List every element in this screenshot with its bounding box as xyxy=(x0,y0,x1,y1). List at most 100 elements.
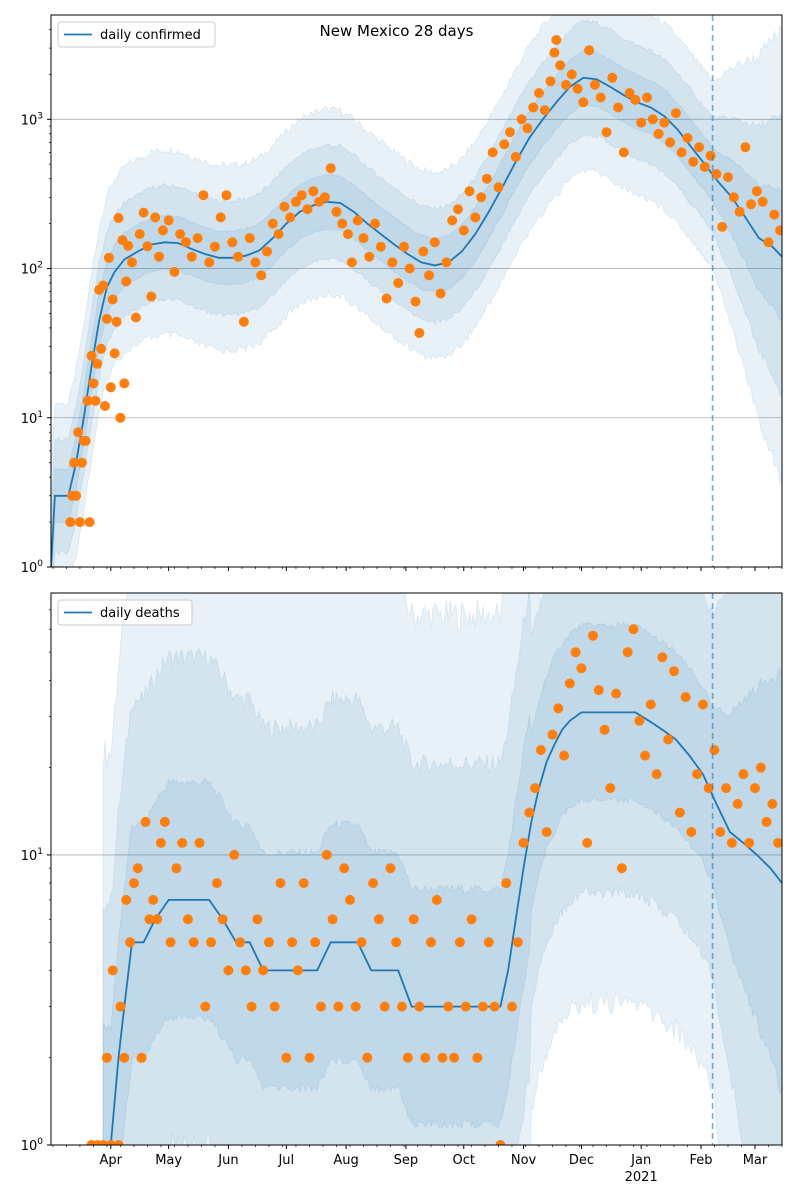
data-point xyxy=(103,252,114,263)
data-point xyxy=(101,313,112,324)
data-point xyxy=(476,192,487,203)
data-point xyxy=(680,692,691,703)
data-point xyxy=(119,1052,130,1063)
data-point xyxy=(726,837,737,848)
data-point xyxy=(636,117,647,128)
data-point xyxy=(140,816,151,827)
data-point xyxy=(204,257,215,268)
data-point xyxy=(489,1001,500,1012)
data-point xyxy=(373,914,384,925)
data-point xyxy=(69,457,80,468)
data-point xyxy=(252,914,263,925)
data-point xyxy=(634,715,645,726)
data-point xyxy=(447,215,458,226)
data-point xyxy=(100,401,110,411)
data-point xyxy=(588,630,598,641)
data-point xyxy=(414,1001,425,1012)
data-point xyxy=(669,666,679,677)
y-tick-label: 101 xyxy=(21,847,43,864)
data-point xyxy=(331,206,342,217)
data-point xyxy=(734,206,745,217)
data-point xyxy=(470,212,481,223)
data-point xyxy=(84,517,95,528)
data-point xyxy=(364,251,375,262)
plot-area xyxy=(51,15,782,567)
uncertainty-band xyxy=(51,18,782,567)
data-point xyxy=(728,192,739,203)
axes-frame xyxy=(50,14,783,568)
data-point xyxy=(676,147,687,158)
data-point xyxy=(310,937,321,948)
data-point xyxy=(564,678,575,689)
data-point xyxy=(98,280,109,291)
uncertainty-band xyxy=(51,15,782,567)
data-point xyxy=(454,937,465,948)
data-point xyxy=(368,878,379,889)
data-point xyxy=(553,703,564,714)
data-point xyxy=(275,878,286,889)
data-point xyxy=(76,457,87,468)
y-tick-base: 10 xyxy=(21,849,38,864)
data-point xyxy=(107,965,118,976)
data-point xyxy=(132,863,143,874)
data-point xyxy=(424,270,434,281)
data-point xyxy=(561,79,571,90)
data-point xyxy=(761,816,772,827)
data-point xyxy=(545,76,556,87)
data-point xyxy=(593,685,604,696)
y-tick-exponent: 1 xyxy=(37,410,43,420)
data-point xyxy=(599,724,610,735)
data-point xyxy=(138,207,149,218)
data-point xyxy=(229,849,240,860)
data-point xyxy=(426,937,436,948)
data-point xyxy=(576,663,587,674)
data-point xyxy=(263,937,274,948)
data-point xyxy=(381,293,392,304)
data-point xyxy=(308,186,319,197)
data-point xyxy=(773,837,782,848)
data-point xyxy=(682,133,693,143)
data-point xyxy=(453,204,463,215)
data-point xyxy=(163,215,174,226)
data-point xyxy=(420,1052,431,1063)
data-point xyxy=(370,218,380,229)
data-point xyxy=(674,807,685,818)
data-point xyxy=(74,517,85,528)
y-tick-base: 10 xyxy=(21,113,38,128)
x-tick-label: Oct xyxy=(453,1153,475,1168)
data-point xyxy=(611,688,622,699)
data-point xyxy=(572,83,583,94)
data-point xyxy=(549,47,560,58)
data-point xyxy=(115,1001,126,1012)
x-tick-label: Feb xyxy=(689,1153,712,1168)
data-point xyxy=(740,142,751,153)
data-point xyxy=(746,199,757,210)
data-point xyxy=(628,624,639,635)
data-point xyxy=(775,225,782,236)
data-point xyxy=(547,729,558,740)
data-point xyxy=(105,1140,116,1145)
data-point xyxy=(408,914,419,925)
y-tick-exponent: 3 xyxy=(37,111,43,121)
data-point xyxy=(279,201,290,212)
y-tick-base: 10 xyxy=(21,561,38,576)
data-point xyxy=(296,190,307,201)
data-point xyxy=(182,914,193,925)
data-point xyxy=(227,237,238,248)
data-point xyxy=(601,127,612,138)
data-point xyxy=(640,750,651,761)
data-point xyxy=(755,762,766,773)
data-point xyxy=(711,169,722,179)
y-tick-label: 102 xyxy=(21,261,43,278)
data-point xyxy=(505,127,515,138)
data-point xyxy=(144,914,155,925)
data-point xyxy=(134,229,145,240)
data-point xyxy=(663,734,674,745)
data-point xyxy=(221,190,232,201)
data-point xyxy=(751,186,762,197)
data-point xyxy=(385,863,396,874)
data-point xyxy=(738,769,749,780)
data-point xyxy=(316,1001,326,1012)
